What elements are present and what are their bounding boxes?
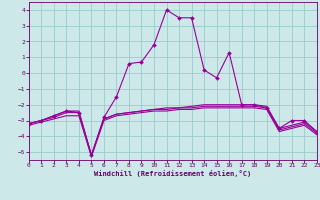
X-axis label: Windchill (Refroidissement éolien,°C): Windchill (Refroidissement éolien,°C) (94, 170, 252, 177)
